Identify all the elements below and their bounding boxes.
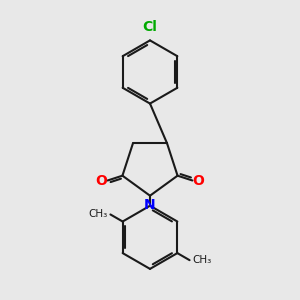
Text: O: O: [193, 174, 204, 188]
Text: N: N: [144, 198, 156, 212]
Text: Cl: Cl: [142, 20, 158, 34]
Text: O: O: [96, 174, 107, 188]
Text: CH₃: CH₃: [193, 255, 212, 265]
Text: CH₃: CH₃: [88, 209, 107, 220]
